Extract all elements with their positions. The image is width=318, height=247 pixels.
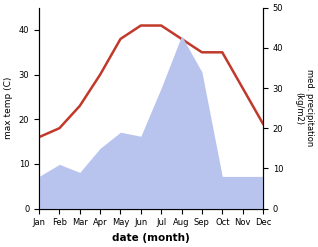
X-axis label: date (month): date (month) <box>112 233 190 243</box>
Y-axis label: max temp (C): max temp (C) <box>4 77 13 139</box>
Y-axis label: med. precipitation
(kg/m2): med. precipitation (kg/m2) <box>294 69 314 147</box>
